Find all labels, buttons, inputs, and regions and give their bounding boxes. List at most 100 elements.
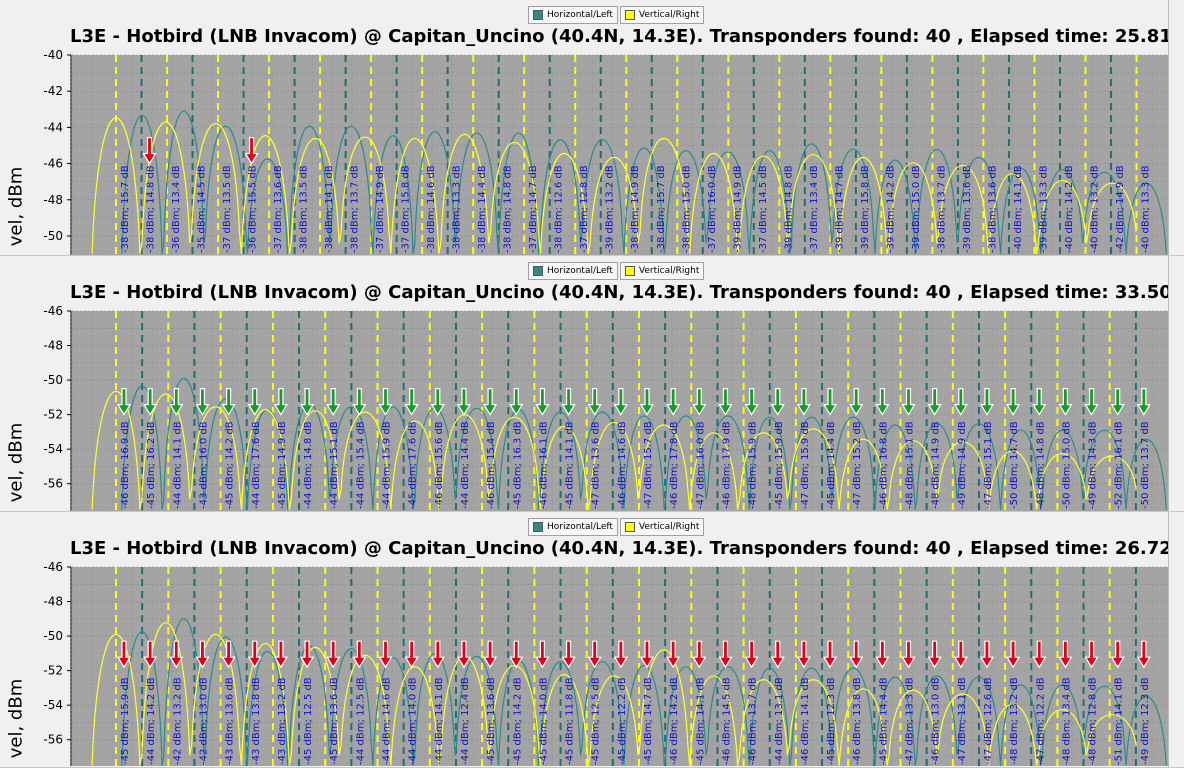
transponder-label: -47 dBm; 15.2 dB [852, 421, 863, 509]
transponder-label: -48 dBm; 15.1 dB [905, 421, 916, 509]
transponder-label: -47 dBm; 13.6 dB [591, 421, 602, 509]
transponder-label: -44 dBm; 14.1 dB [172, 421, 183, 509]
legend-swatch-vertical [625, 522, 635, 532]
transponder-label: -44 dBm; 14.2 dB [146, 677, 157, 765]
transponder-label: -44 dBm; 17.6 dB [251, 421, 262, 509]
transponder-label: -46 dBm; 15.4 dB [486, 421, 497, 509]
transponder-label: -45 dBm; 15.9 dB [774, 421, 785, 509]
transponder-label: -44 dBm; 15.4 dB [355, 421, 366, 509]
transponder-label: -46 dBm; 14.1 dB [800, 677, 811, 765]
transponder-label: -39 dBm; 15.0 dB [911, 165, 922, 253]
transponder-label: -39 dBm; 14.2 dB [885, 165, 896, 253]
y-tick-label: -54 [43, 442, 63, 456]
transponder-label: -44 dBm; 14.8 dB [303, 421, 314, 509]
transponder-label: -37 dBm; 14.5 dB [758, 165, 769, 253]
legend-item-vertical[interactable]: Vertical/Right [620, 518, 704, 536]
y-tick-label: -52 [43, 664, 63, 678]
transponder-label: -38 dBm; 13.6 dB [987, 165, 998, 253]
chart-legend: Horizontal/Left Vertical/Right [528, 6, 704, 24]
transponder-label: -52 dBm; 16.1 dB [1114, 421, 1125, 509]
legend-item-horizontal[interactable]: Horizontal/Left [528, 518, 618, 536]
transponder-label: -45 dBm; 14.1 dB [695, 677, 706, 765]
legend-item-vertical[interactable]: Vertical/Right [620, 262, 704, 280]
transponder-label: -38 dBm; 14.1 dB [324, 165, 335, 253]
transponder-label: -38 dBm; 13.5 dB [299, 165, 310, 253]
transponder-label: -45 dBm; 13.6 dB [486, 677, 497, 765]
transponder-label: -46 dBm; 13.8 dB [852, 677, 863, 765]
y-tick-label: -56 [43, 477, 63, 491]
legend-swatch-vertical [625, 266, 635, 276]
transponder-label: -44 dBm; 14.1 dB [434, 677, 445, 765]
transponder-label: -36 dBm; 13.4 dB [171, 165, 182, 253]
transponder-label: -45 dBm; 14.4 dB [878, 677, 889, 765]
transponder-label: -44 dBm; 14.0 dB [408, 677, 419, 765]
transponder-label: -48 dBm; 15.9 dB [748, 421, 759, 509]
transponder-label: -42 dBm; 13.0 dB [198, 677, 209, 765]
transponder-label: -46 dBm; 16.1 dB [538, 421, 549, 509]
transponder-label: -48 dBm; 14.9 dB [931, 421, 942, 509]
y-axis-label: vel, dBm [6, 157, 27, 257]
legend-label: Vertical/Right [639, 266, 699, 276]
panel-scrollbar[interactable] [1168, 0, 1184, 255]
legend-item-vertical[interactable]: Vertical/Right [620, 6, 704, 24]
spectrum-panel-3: -46-48-50-52-54-56-45 dBm; 15.9 dB-44 dB… [0, 512, 1184, 768]
y-tick-label: -48 [43, 339, 63, 353]
transponder-label: -40 dBm; 13.2 dB [1089, 165, 1100, 253]
transponder-label: -37 dBm; 12.8 dB [579, 165, 590, 253]
transponder-label: -44 dBm; 13.1 dB [774, 677, 785, 765]
transponder-label: -45 dBm; 12.5 dB [591, 677, 602, 765]
transponder-label: -45 dBm; 12.2 dB [617, 677, 628, 765]
transponder-label: -40 dBm; 13.3 dB [1140, 165, 1151, 253]
transponder-label: -50 dBm; 14.7 dB [1009, 421, 1020, 509]
transponder-label: -38 dBm; 14.9 dB [630, 165, 641, 253]
transponder-label: -46 dBm; 13.7 dB [748, 677, 759, 765]
panel-scrollbar[interactable] [1168, 512, 1184, 767]
transponder-label: -38 dBm; 14.8 dB [503, 165, 514, 253]
transponder-label: -50 dBm; 13.7 dB [1140, 421, 1151, 509]
legend-label: Horizontal/Left [547, 522, 613, 532]
transponder-label: -43 dBm; 16.0 dB [198, 421, 209, 509]
transponder-label: -44 dBm; 15.1 dB [329, 421, 340, 509]
transponder-label: -38 dBm; 15.0 dB [681, 165, 692, 253]
transponder-label: -39 dBm; 15.8 dB [860, 165, 871, 253]
transponder-label: -38 dBm; 12.6 dB [554, 165, 565, 253]
transponder-label: -45 dBm; 14.1 dB [565, 421, 576, 509]
transponder-label: -44 dBm; 12.4 dB [460, 677, 471, 765]
transponder-label: -37 dBm; 13.6 dB [273, 165, 284, 253]
transponder-label: -46 dBm; 14.6 dB [617, 421, 628, 509]
transponder-label: -45 dBm; 16.3 dB [512, 421, 523, 509]
transponder-label: -45 dBm; 14.0 dB [538, 677, 549, 765]
transponder-label: -46 dBm; 16.9 dB [120, 421, 131, 509]
transponder-label: -50 dBm; 15.0 dB [1061, 421, 1072, 509]
transponder-label: -36 dBm; 15.5 dB [248, 165, 259, 253]
panel-scrollbar[interactable] [1168, 256, 1184, 511]
chart-legend: Horizontal/Left Vertical/Right [528, 518, 704, 536]
chart-title: L3E - Hotbird (LNB Invacom) @ Capitan_Un… [70, 26, 1184, 47]
transponder-label: -47 dBm; 12.6 dB [983, 677, 994, 765]
transponder-label: -37 dBm; 16.0 dB [707, 165, 718, 253]
legend-item-horizontal[interactable]: Horizontal/Left [528, 6, 618, 24]
transponder-label: -48 dBm; 13.4 dB [1061, 677, 1072, 765]
legend-item-horizontal[interactable]: Horizontal/Left [528, 262, 618, 280]
transponder-label: -46 dBm; 14.5 dB [721, 677, 732, 765]
transponder-label: -45 dBm; 14.2 dB [225, 421, 236, 509]
y-tick-label: -56 [43, 733, 63, 747]
chart-title: L3E - Hotbird (LNB Invacom) @ Capitan_Un… [70, 538, 1184, 559]
transponder-label: -44 dBm; 14.6 dB [382, 677, 393, 765]
transponder-label: -45 dBm; 13.6 dB [329, 677, 340, 765]
transponder-label: -45 dBm; 12.3 dB [826, 677, 837, 765]
transponder-label: -39 dBm; 14.7 dB [834, 165, 845, 253]
transponder-label: -42 dBm; 14.9 dB [1115, 165, 1126, 253]
y-tick-label: -50 [43, 229, 63, 243]
transponder-label: -49 dBm; 14.3 dB [1088, 421, 1099, 509]
transponder-label: -39 dBm; 14.9 dB [732, 165, 743, 253]
transponder-label: -47 dBm; 16.0 dB [695, 421, 706, 509]
y-tick-label: -54 [43, 698, 63, 712]
transponder-label: -38 dBm; 14.6 dB [426, 165, 437, 253]
transponder-label: -38 dBm; 15.7 dB [120, 165, 131, 253]
transponder-label: -39 dBm; 13.6 dB [962, 165, 973, 253]
transponder-label: -42 dBm; 13.2 dB [172, 677, 183, 765]
transponder-label: -45 dBm; 15.9 dB [120, 677, 131, 765]
y-tick-label: -42 [43, 84, 63, 98]
transponder-label: -48 dBm; 13.2 dB [1009, 677, 1020, 765]
